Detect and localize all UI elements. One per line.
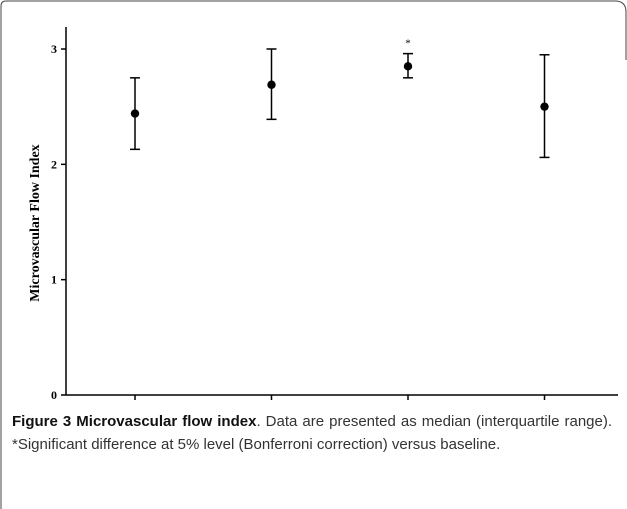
median-point xyxy=(540,102,549,111)
y-tick-label: 2 xyxy=(51,157,57,171)
y-tick-label: 3 xyxy=(51,42,57,56)
y-tick-label: 1 xyxy=(51,273,57,287)
caption-text: . Data are presented as median (interqua… xyxy=(12,413,613,453)
significance-marker: * xyxy=(405,38,411,50)
figure-caption: Figure 3 Microvascular flow index. Data … xyxy=(12,410,612,456)
figure-title: Figure 3 Microvascular flow index xyxy=(12,413,257,430)
median-point xyxy=(403,62,413,71)
data-marks: * xyxy=(130,38,550,159)
y-tick-label: 0 xyxy=(51,388,57,400)
median-point xyxy=(130,109,140,118)
x-axis: 65 mmHg75 mmHg85 mmHg65 mmHg xyxy=(66,394,618,400)
y-axis: 0 1 2 3 xyxy=(51,27,67,400)
median-point xyxy=(267,80,276,89)
y-axis-title: Microvascular Flow Index xyxy=(28,144,43,301)
flow-index-chart: 0 1 2 3 65 mmHg75 mmHg85 mmHg65 mmHg * Micr… xyxy=(28,27,618,400)
